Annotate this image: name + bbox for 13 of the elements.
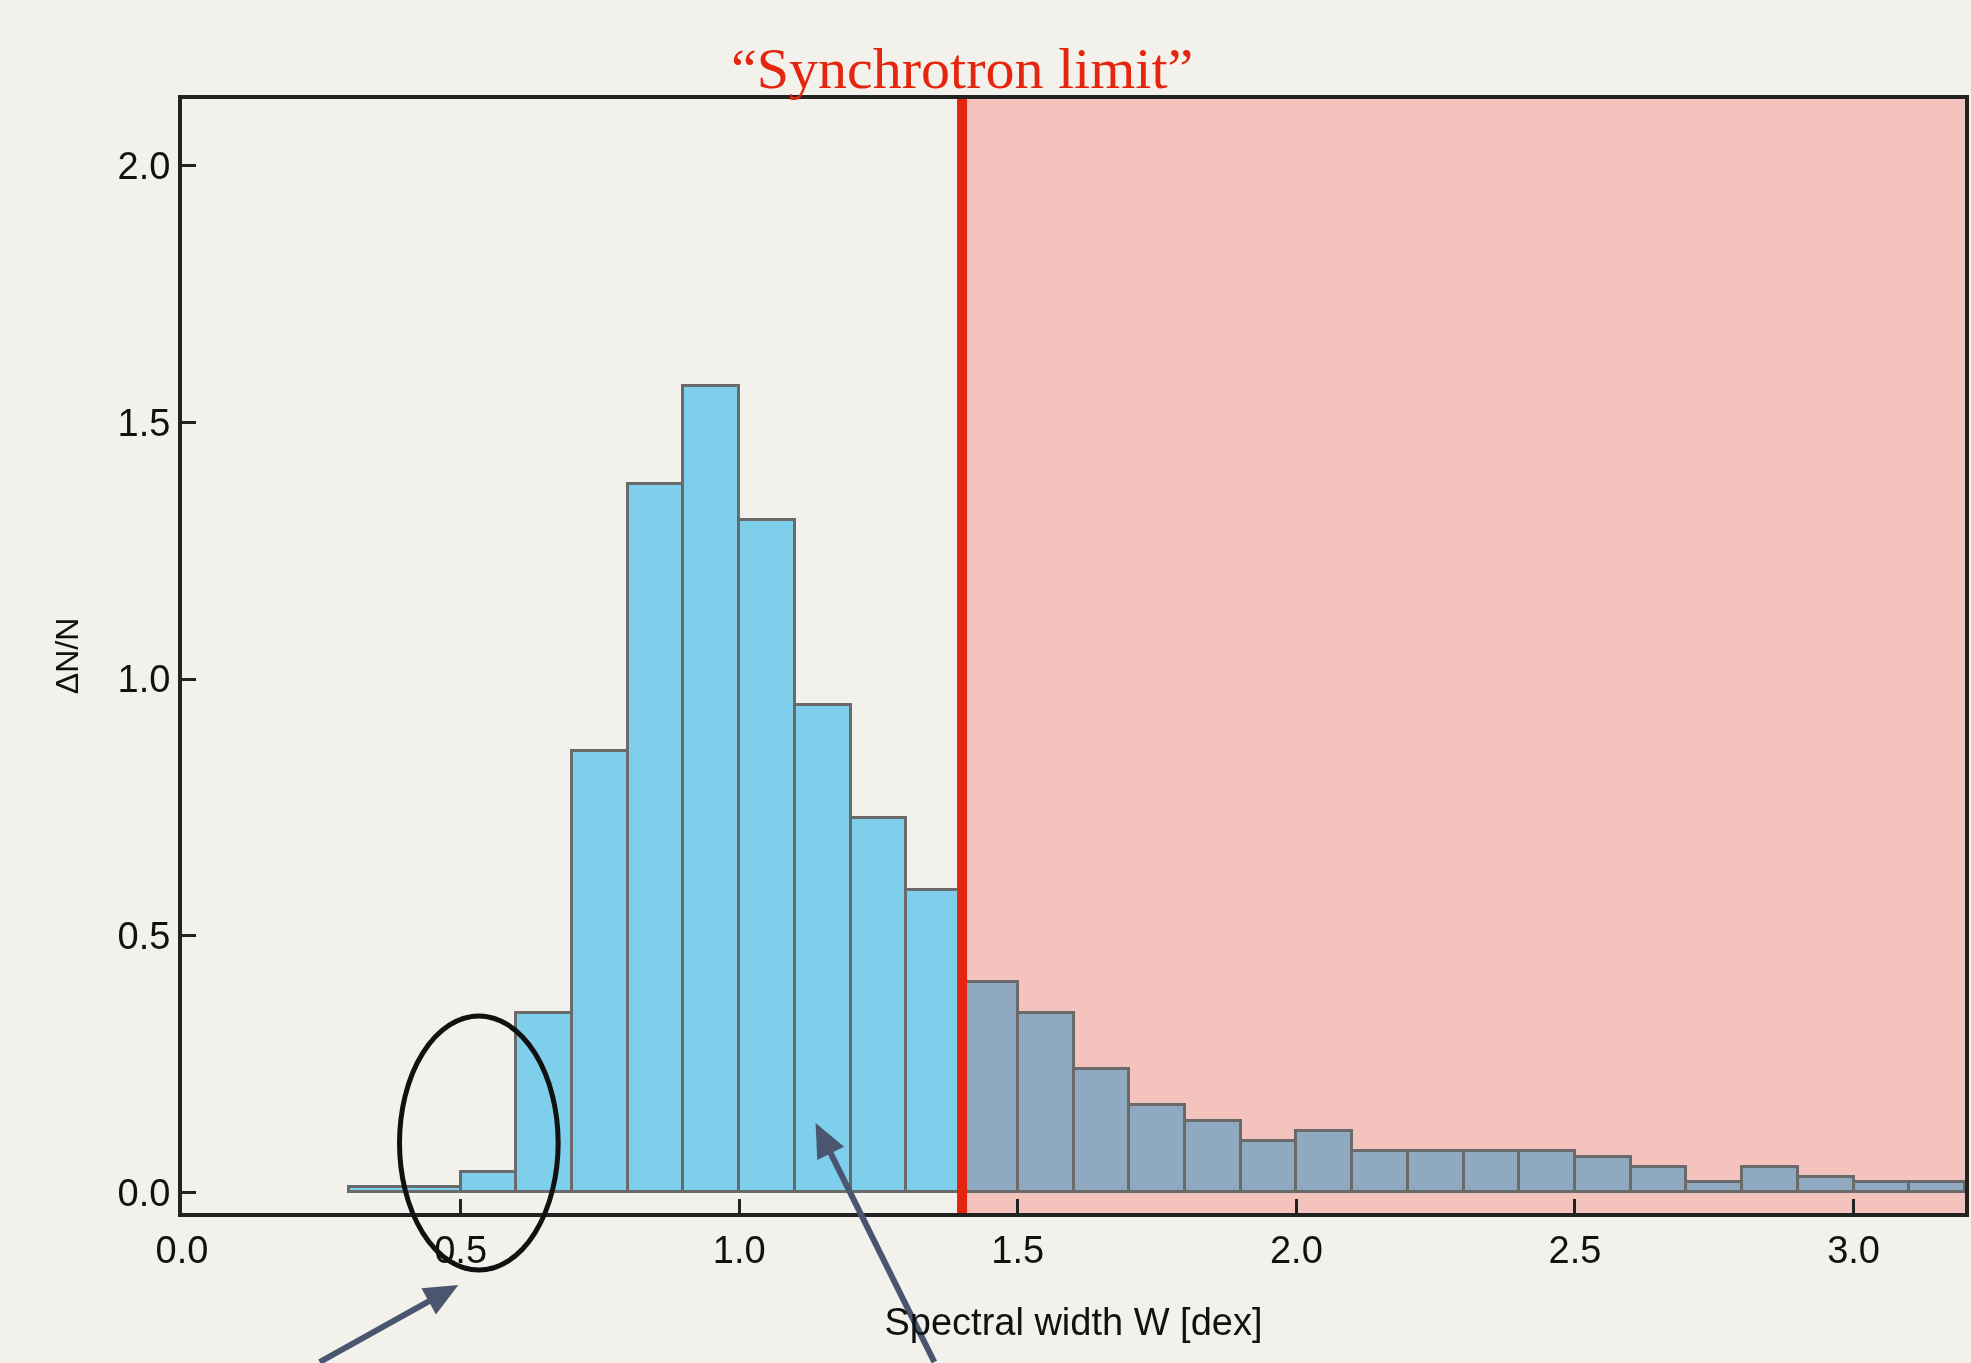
y-tick-label: 1.5 bbox=[117, 401, 171, 444]
y-tick-label: 0.0 bbox=[117, 1171, 171, 1214]
x-tick-label: 2.0 bbox=[1269, 1228, 1323, 1271]
x-tick-label: 3.0 bbox=[1827, 1228, 1880, 1271]
x-tick-label: 0.0 bbox=[155, 1228, 209, 1271]
x-tick-label: 1.0 bbox=[712, 1228, 766, 1271]
x-tick-label: 2.5 bbox=[1548, 1228, 1602, 1271]
x-tick-label: 1.5 bbox=[991, 1228, 1045, 1271]
y-tick-label: 0.5 bbox=[117, 915, 171, 958]
y-tick-label: 2.0 bbox=[117, 145, 171, 188]
y-axis-title: ΔN/N bbox=[49, 617, 86, 695]
y-tick-label: 1.0 bbox=[117, 658, 171, 701]
ref-line-label: “Synchrotron limit” bbox=[731, 36, 1194, 101]
